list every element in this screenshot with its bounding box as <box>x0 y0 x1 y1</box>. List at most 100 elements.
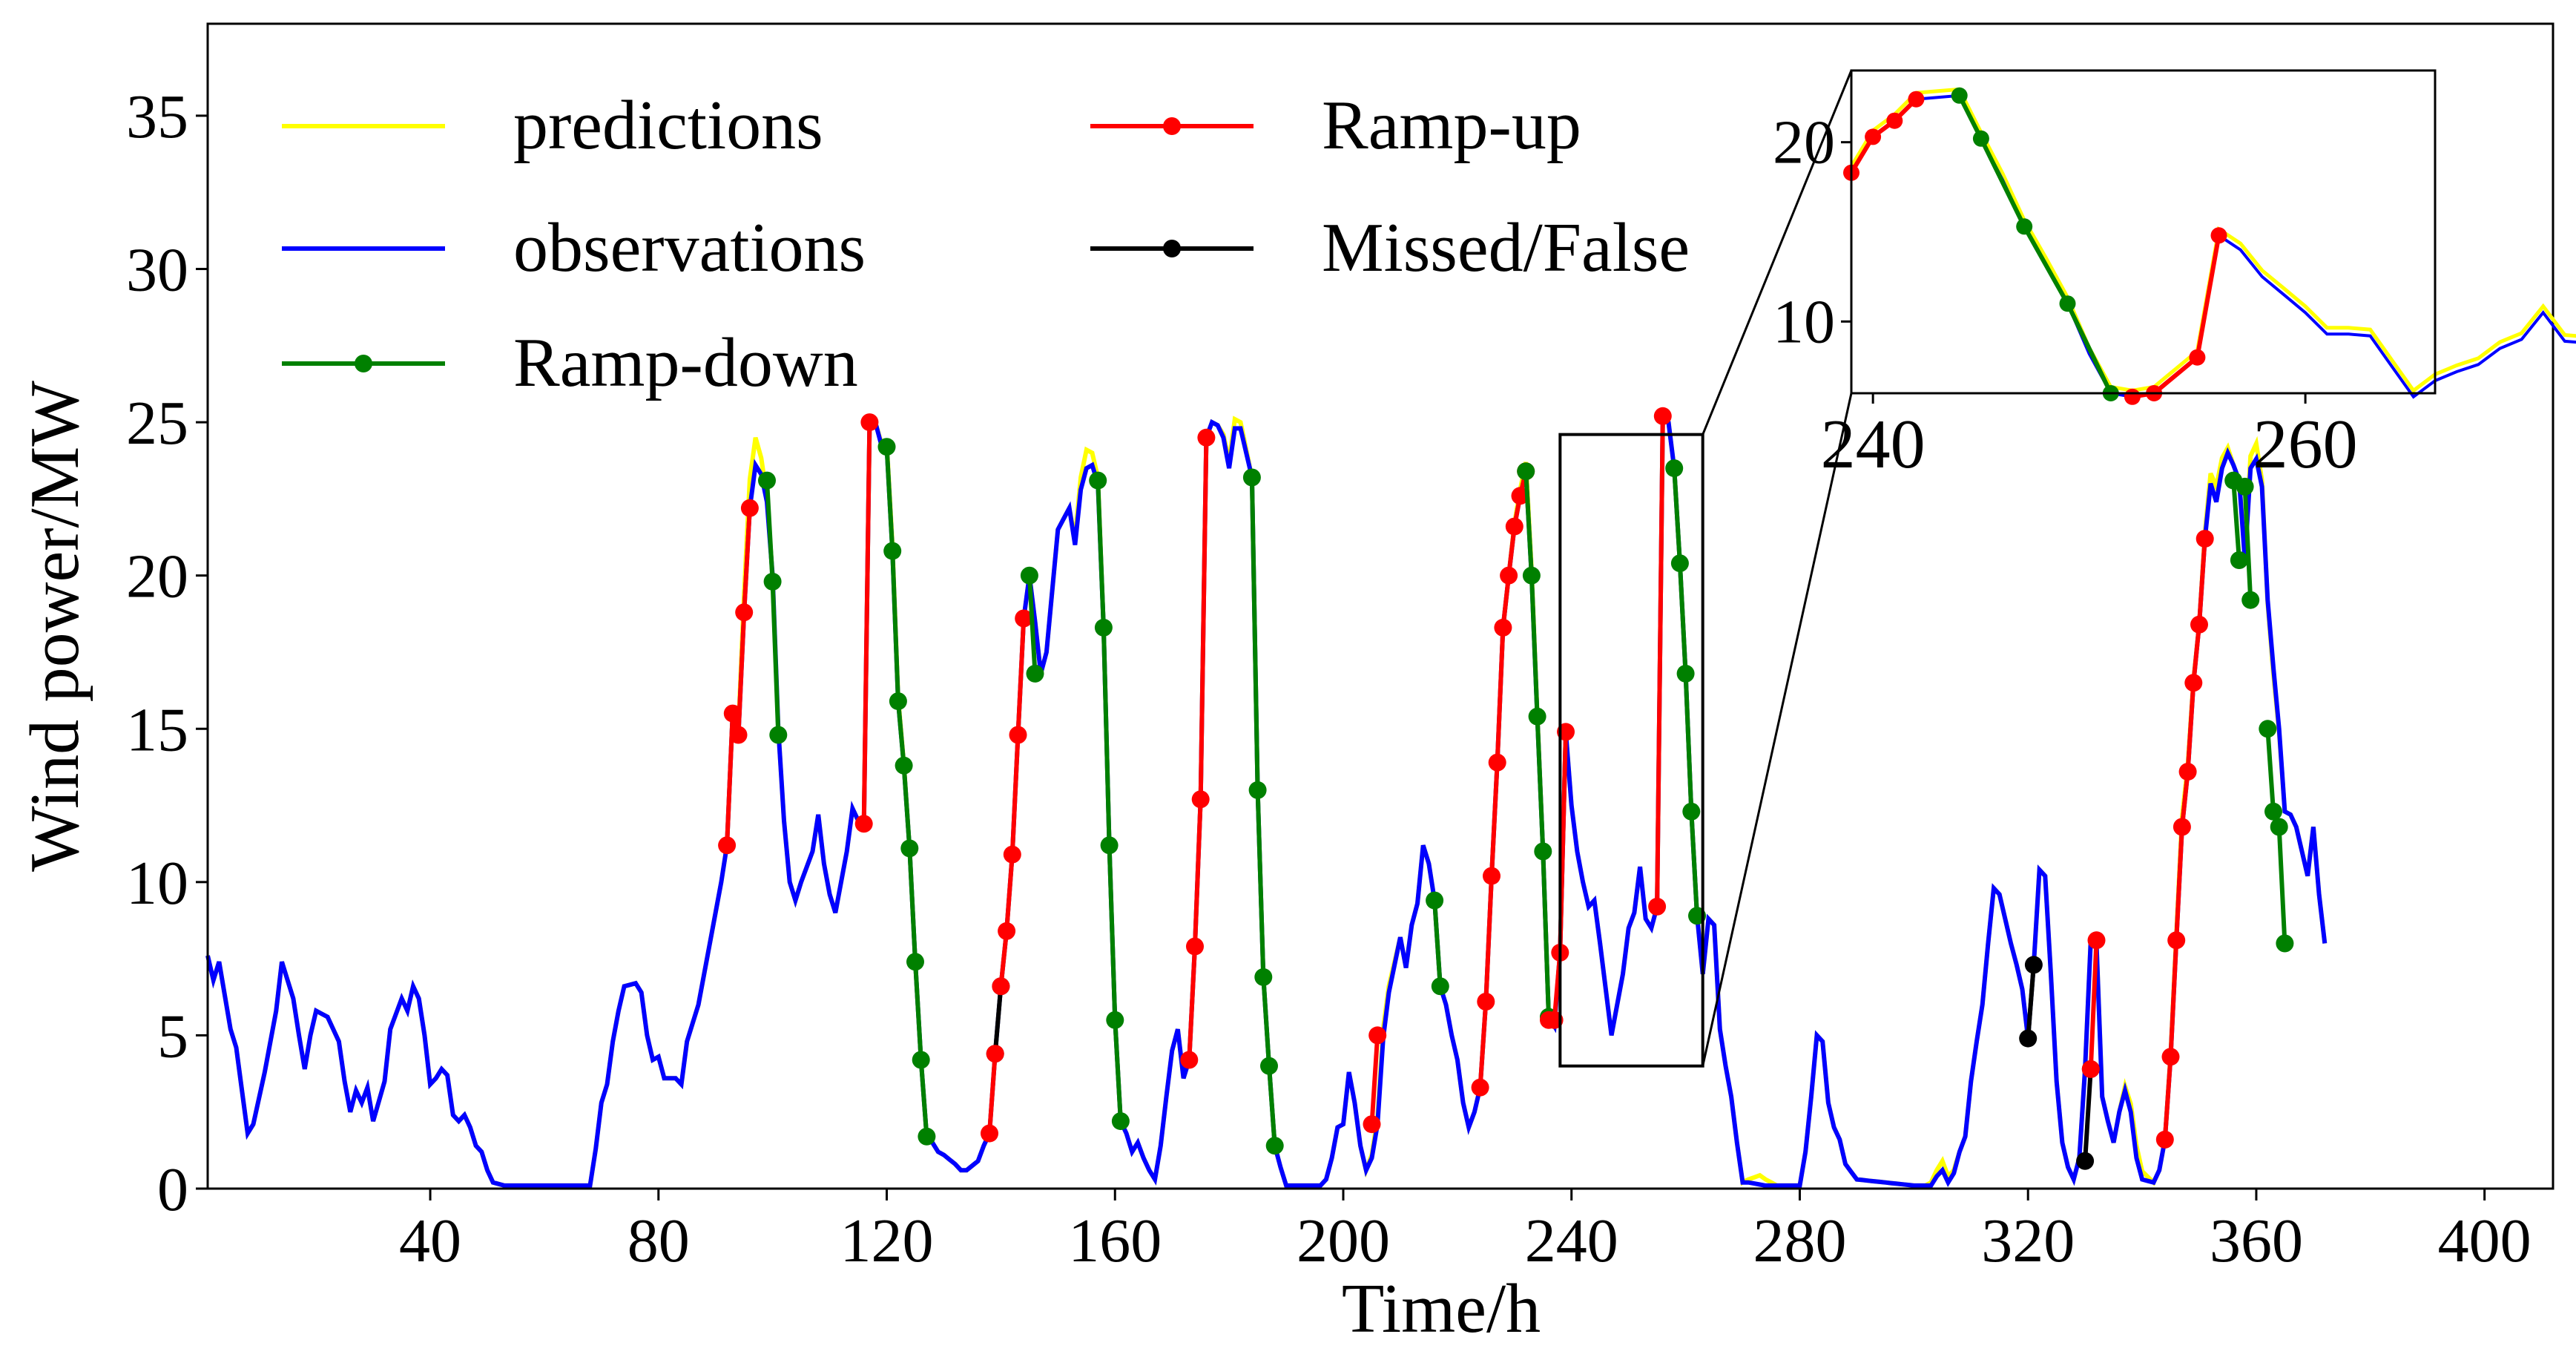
inset-ramp-up-point <box>1865 128 1882 145</box>
ramp-up-point <box>2087 931 2106 950</box>
ramp-down-point <box>889 692 907 711</box>
y-tick-label: 25 <box>126 389 188 458</box>
ramp-up-point <box>2081 1060 2100 1078</box>
x-tick-label: 400 <box>2438 1206 2531 1275</box>
legend-entry-missed-false: Missed/False <box>1090 209 1690 286</box>
ramp-down-point <box>1026 664 1044 683</box>
ramp-down-point <box>918 1127 936 1146</box>
y-axis-label: Wind power/MW <box>16 381 93 872</box>
legend-entry-predictions: predictions <box>282 87 823 164</box>
ramp-down-point <box>1665 459 1684 478</box>
inset-ramp-up-point <box>1886 112 1903 129</box>
ramp-down-segment <box>2231 480 2241 561</box>
ramp-down-segment <box>884 447 929 1137</box>
inset-x-tick-label: 240 <box>1821 406 1926 483</box>
ramp-up-point <box>1505 517 1523 536</box>
ramp-up-segment <box>2088 940 2099 1070</box>
ramp-up-point <box>1488 753 1506 772</box>
ramp-down-point <box>883 542 902 560</box>
ramp-down-point <box>1682 802 1701 821</box>
y-tick-label: 20 <box>126 542 188 611</box>
ramp-up-segment <box>2162 538 2207 1140</box>
ramp-up-point <box>1191 790 1210 809</box>
ramp-up-point <box>854 815 873 833</box>
zoom-connector <box>1702 70 1853 436</box>
ramp-down-point <box>1260 1057 1278 1075</box>
legend-label: predictions <box>513 87 823 164</box>
ramp-down-point <box>1248 781 1267 799</box>
x-tick-label: 280 <box>1753 1206 1846 1275</box>
ramp-down-point <box>900 839 919 858</box>
ramp-up-point <box>1197 428 1216 447</box>
ramp-up-point <box>1009 726 1027 744</box>
ramp-missed-segment <box>2026 965 2036 1039</box>
ramp-down-point <box>1111 1112 1130 1131</box>
legend-entry-observations: observations <box>282 209 866 286</box>
inset-ramp-up-segment <box>2132 234 2221 399</box>
x-tick-label: 360 <box>2210 1206 2303 1275</box>
y-tick-label: 35 <box>126 82 188 151</box>
ramp-up-point <box>1500 566 1518 585</box>
ramp-down-point <box>1534 842 1552 861</box>
ramp-up-point <box>1186 937 1204 956</box>
ramp-down-point <box>1528 707 1546 726</box>
y-tick-label: 0 <box>157 1155 188 1224</box>
ramp-up-point <box>2178 763 2197 781</box>
ramp-up-point <box>992 977 1010 996</box>
inset-x-tick-label: 260 <box>2253 406 2358 483</box>
ramp-up-point <box>981 1124 998 1143</box>
ramp-down-segment <box>1027 575 1038 674</box>
ramp-up-point <box>1653 407 1672 425</box>
inset-frame <box>1850 69 2437 395</box>
ramp-up-point <box>740 499 759 517</box>
y-tick-label: 5 <box>157 1002 188 1071</box>
x-tick-label: 320 <box>1981 1206 2075 1275</box>
inset-ramp-up-point <box>1908 91 1925 108</box>
ramp-up-point <box>2155 1130 2174 1149</box>
ramp-up-point <box>1363 1115 1381 1134</box>
inset-ramp-up-point <box>2189 349 2206 366</box>
ramp-down-point <box>2276 934 2294 953</box>
ramp-up-segment <box>861 422 872 824</box>
ramp-down-point <box>1670 554 1689 573</box>
ramp-down-point <box>1106 1011 1124 1029</box>
ramp-up-point <box>735 603 754 622</box>
x-tick-label: 40 <box>399 1206 461 1275</box>
inset-background <box>1851 70 2435 393</box>
legend-label: Missed/False <box>1322 209 1690 286</box>
inset-ramp-up-segment <box>1849 97 1918 174</box>
y-tick-label: 30 <box>126 236 188 305</box>
ramp-down-point <box>1522 566 1541 585</box>
ramp-up-point <box>1648 897 1667 916</box>
inset-zoom: 240 260 10 20 <box>1702 69 2576 1067</box>
ramp-up-point <box>1180 1051 1199 1069</box>
ramp-up-point <box>1471 1078 1489 1097</box>
x-tick-label: 80 <box>627 1206 690 1275</box>
ramp-down-point <box>2236 477 2254 496</box>
x-tick-label: 160 <box>1068 1206 1162 1275</box>
ramp-down-point <box>1265 1137 1284 1155</box>
plot-frame <box>206 22 2554 1190</box>
x-tick-label: 200 <box>1297 1206 1390 1275</box>
ramp-up-point <box>2184 674 2203 692</box>
ramp-up-point <box>1494 618 1512 637</box>
inset-y-tick-label: 20 <box>1773 108 1835 177</box>
inset-y-tick-label: 10 <box>1773 287 1835 356</box>
ramp-missed-point <box>2076 1152 2095 1170</box>
legend-marker <box>1163 117 1181 135</box>
ramp-down-point <box>1254 968 1273 986</box>
ramp-missed-point <box>2019 1029 2038 1048</box>
main-plot-area <box>205 407 2328 1188</box>
ramp-down-point <box>2270 818 2288 836</box>
inset-ramp-down-point <box>1972 130 1989 147</box>
ramp-down-point <box>1094 618 1113 637</box>
inset-predictions-series <box>1849 87 2576 393</box>
ramp-up-point <box>2195 530 2214 548</box>
y-tick-label: 15 <box>126 695 188 764</box>
ramp-down-point <box>1020 566 1038 585</box>
ramp-down-point <box>2241 591 2260 609</box>
legend-label: observations <box>513 209 866 286</box>
x-tick-label: 240 <box>1525 1206 1618 1275</box>
inset-ramp-down-point <box>2059 295 2076 312</box>
